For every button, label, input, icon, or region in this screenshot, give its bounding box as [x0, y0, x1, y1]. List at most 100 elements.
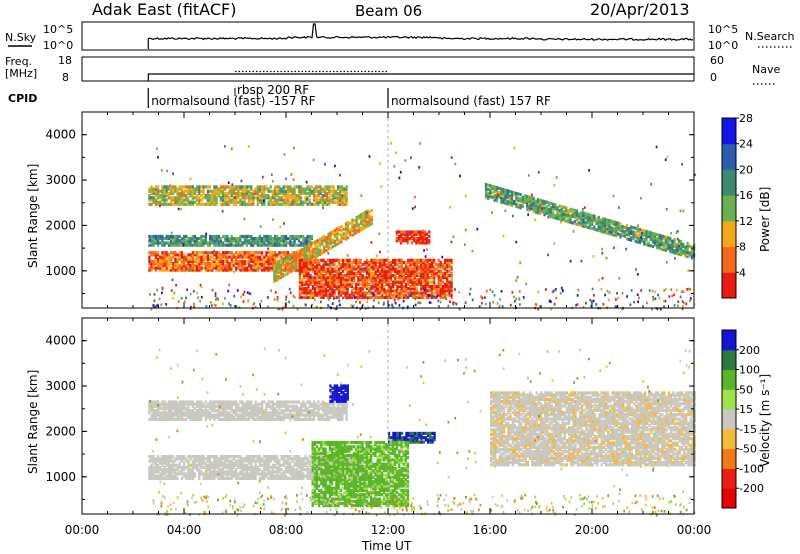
heatmap-cell	[202, 253, 205, 257]
heatmap-cell	[324, 260, 327, 265]
heatmap-cell	[322, 291, 325, 295]
heatmap-cell	[174, 411, 177, 415]
heatmap-cell	[173, 291, 176, 295]
heatmap-cell	[316, 247, 319, 251]
heatmap-cell	[339, 267, 343, 271]
heatmap-cell	[239, 413, 242, 417]
heatmap-cell	[281, 272, 285, 276]
heatmap-cell	[304, 241, 307, 245]
heatmap-cell	[300, 198, 303, 202]
heatmap-cell	[329, 265, 332, 269]
heatmap-cell	[245, 406, 248, 411]
heatmap-cell	[446, 260, 449, 265]
heatmap-cell	[330, 198, 333, 202]
heatmap-cell	[291, 251, 294, 255]
heatmap-cell	[363, 276, 366, 280]
heatmap-cell	[575, 213, 579, 218]
heatmap-cell	[324, 162, 326, 166]
heatmap-cell	[519, 261, 522, 264]
heatmap-cell	[306, 202, 309, 206]
heatmap-cell	[273, 277, 276, 281]
heatmap-cell	[491, 290, 494, 293]
heatmap-cell	[493, 196, 496, 200]
heatmap-cell	[364, 221, 367, 225]
heatmap-cell	[183, 465, 186, 470]
heatmap-cell	[237, 243, 240, 247]
heatmap-cell	[326, 402, 329, 406]
heatmap-cell	[297, 411, 301, 415]
heatmap-cell	[323, 198, 327, 202]
heatmap-cell	[575, 211, 579, 215]
heatmap-cell	[567, 209, 570, 213]
heatmap-cell	[150, 253, 153, 257]
heatmap-cell	[148, 234, 151, 239]
heatmap-cell	[219, 400, 222, 404]
heatmap-cell	[276, 400, 279, 404]
heatmap-cell	[406, 241, 409, 245]
heatmap-cell	[267, 415, 270, 419]
heatmap-cell	[198, 187, 201, 191]
heatmap-cell	[621, 233, 624, 237]
heatmap-cell	[329, 269, 332, 273]
heatmap-cell	[289, 185, 292, 189]
heatmap-cell	[686, 244, 689, 248]
heatmap-cell	[187, 262, 190, 266]
heatmap-cell	[662, 243, 665, 247]
heatmap-cell	[656, 307, 659, 311]
heatmap-cell	[547, 253, 549, 257]
heatmap-cell	[261, 239, 264, 243]
heatmap-cell	[385, 280, 388, 284]
heatmap-cell	[184, 299, 186, 303]
heatmap-cell	[326, 409, 329, 413]
heatmap-cell	[385, 258, 388, 262]
heatmap-cell	[406, 239, 409, 243]
heatmap-cell	[183, 241, 186, 245]
heatmap-cell	[593, 219, 596, 223]
heatmap-cell	[439, 280, 442, 284]
heatmap-cell	[328, 202, 331, 206]
heatmap-cell	[366, 215, 369, 220]
heatmap-cell	[148, 474, 151, 478]
heatmap-cell	[159, 194, 162, 198]
heatmap-cell	[654, 290, 657, 294]
heatmap-cell	[281, 263, 285, 267]
heatmap-cell	[191, 243, 194, 247]
heatmap-cell	[178, 191, 181, 196]
heatmap-cell	[394, 260, 397, 265]
heatmap-cell	[336, 200, 340, 204]
heatmap-cell	[180, 255, 183, 259]
heatmap-cell	[294, 260, 298, 264]
heatmap-cell	[202, 413, 205, 417]
heatmap-cell	[172, 406, 175, 411]
heatmap-cell	[643, 233, 646, 237]
heatmap-cell	[339, 293, 343, 297]
heatmap-cell	[297, 265, 300, 269]
heatmap-cell	[310, 411, 314, 415]
heatmap-cell	[150, 417, 153, 421]
heatmap-cell	[363, 278, 366, 282]
heatmap-cell	[573, 208, 576, 213]
heatmap-cell	[305, 271, 308, 275]
heatmap-cell	[420, 287, 423, 291]
heatmap-cell	[357, 216, 360, 220]
heatmap-cell	[300, 404, 303, 408]
heatmap-cell	[510, 197, 514, 201]
heatmap-cell	[331, 284, 334, 289]
heatmap-cell	[608, 291, 611, 294]
heatmap-cell	[254, 404, 257, 408]
heatmap-cell	[198, 415, 201, 419]
heatmap-cell	[241, 200, 244, 204]
heatmap-cell	[148, 409, 151, 413]
heatmap-cell	[410, 234, 413, 238]
heatmap-cell	[359, 278, 362, 282]
heatmap-cell	[230, 234, 233, 239]
heatmap-cell	[355, 295, 358, 299]
heatmap-cell	[224, 198, 227, 202]
heatmap-cell	[339, 289, 343, 293]
heatmap-cell	[187, 257, 190, 261]
heatmap-cell	[342, 282, 345, 286]
heatmap-cell	[249, 292, 252, 296]
heatmap-cell	[402, 284, 405, 289]
heatmap-cell	[191, 185, 194, 189]
heatmap-cell	[349, 230, 352, 234]
